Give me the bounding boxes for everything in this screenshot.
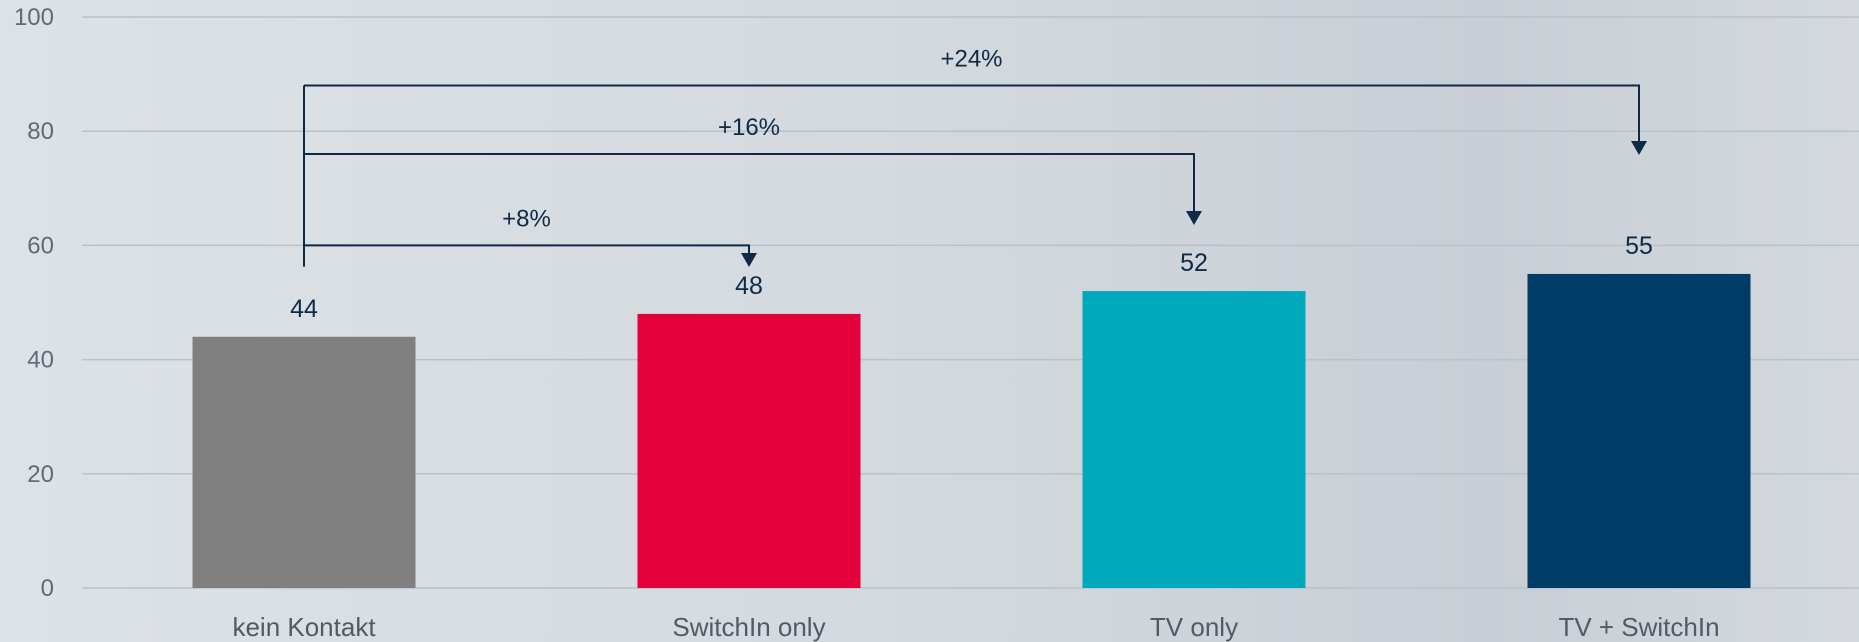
annotation-arrowhead: [1186, 211, 1202, 225]
bar-value-label: 55: [1625, 232, 1653, 260]
bar: [192, 336, 416, 588]
y-tick-label: 80: [27, 118, 54, 145]
annotation-connector: [304, 84, 1640, 143]
bars: [192, 273, 1751, 588]
x-category-label: TV only: [1150, 612, 1238, 642]
y-tick-label: 100: [14, 4, 54, 31]
annotation-label: +8%: [502, 205, 551, 232]
annotation-arrowhead: [741, 253, 757, 267]
y-tick-label: 40: [27, 347, 54, 374]
annotation-arrowhead: [1631, 141, 1647, 155]
x-category-label: SwitchIn only: [672, 612, 825, 642]
y-tick-label: 20: [27, 461, 54, 488]
annotation-connector: [304, 244, 750, 255]
bar-value-label: 52: [1180, 249, 1208, 277]
y-tick-label: 60: [27, 232, 54, 259]
annotation-label: +16%: [718, 114, 780, 141]
bar: [1082, 291, 1306, 588]
annotation-label: +24%: [940, 46, 1002, 73]
bar: [637, 313, 861, 588]
value-labels: 44 48 52 55: [290, 232, 1653, 323]
bar: [1527, 273, 1751, 588]
category-labels: kein Kontakt SwitchIn only TV only TV + Swi…: [232, 612, 1719, 642]
comparison-annotations: +8% +16% +24%: [303, 46, 1647, 267]
x-category-label: kein Kontakt: [232, 612, 376, 642]
x-category-label: TV + SwitchIn: [1558, 612, 1719, 642]
annotation-connector: [304, 153, 1195, 213]
y-tick-label: 0: [41, 575, 54, 602]
bar-value-label: 48: [735, 272, 763, 300]
bar-value-label: 44: [290, 295, 318, 323]
y-axis-ticks: 0 20 40 60 80 100: [14, 4, 54, 602]
